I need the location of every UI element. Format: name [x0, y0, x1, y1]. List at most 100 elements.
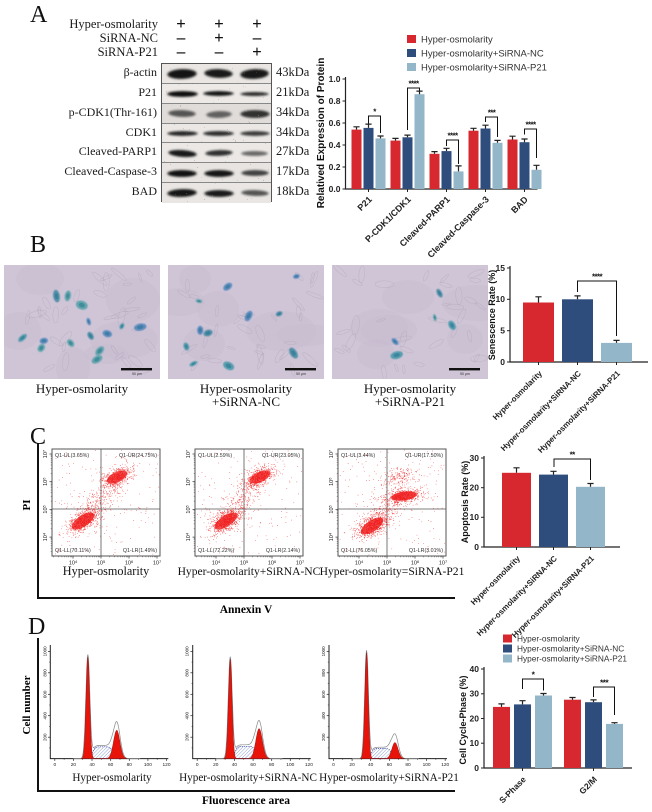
svg-text:Q1-UL(3.65%): Q1-UL(3.65%): [55, 453, 89, 459]
svg-text:Hyper-osmolarity: Hyper-osmolarity: [421, 35, 493, 46]
svg-text:200: 200: [185, 733, 190, 741]
svg-text:400: 400: [321, 711, 326, 719]
svg-text:800: 800: [185, 669, 190, 677]
svg-text:Hyper-osmolarity: Hyper-osmolarity: [63, 564, 150, 578]
svg-text:****: ****: [592, 273, 604, 282]
svg-text:106: 106: [42, 477, 50, 486]
svg-text:Senescence Rate (%): Senescence Rate (%): [487, 270, 497, 361]
svg-text:1.0: 1.0: [329, 74, 341, 84]
svg-text:Hyper-osmolarity+SiRNA-NC: Hyper-osmolarity+SiRNA-NC: [178, 565, 321, 578]
svg-text:105: 105: [185, 504, 193, 513]
svg-text:0: 0: [500, 357, 505, 367]
svg-text:80: 80: [127, 762, 133, 768]
svg-text:****: ****: [525, 121, 537, 130]
svg-text:100: 100: [286, 762, 294, 768]
svg-text:Q1-UR(17.50%): Q1-UR(17.50%): [405, 453, 443, 459]
svg-text:20: 20: [470, 713, 480, 723]
svg-text:107: 107: [42, 449, 50, 458]
svg-text:600: 600: [185, 690, 190, 698]
svg-text:120: 120: [441, 762, 449, 768]
svg-text:Q1-UR(23.05%): Q1-UR(23.05%): [262, 453, 300, 459]
svg-text:Q1-LL(76.05%): Q1-LL(76.05%): [341, 548, 377, 554]
svg-text:0.6: 0.6: [329, 118, 341, 128]
svg-text:0.2: 0.2: [329, 162, 341, 172]
svg-text:Hyper-osmolarity+SiRNA-P21: Hyper-osmolarity+SiRNA-P21: [319, 772, 459, 784]
svg-text:0: 0: [332, 762, 335, 768]
svg-text:30: 30: [470, 453, 480, 463]
svg-text:106: 106: [268, 559, 277, 567]
svg-text:106: 106: [328, 477, 336, 486]
svg-text:40: 40: [232, 762, 238, 768]
svg-text:5: 5: [500, 326, 505, 336]
svg-text:***: ***: [488, 109, 497, 118]
svg-text:Q1-UR(24.75%): Q1-UR(24.75%): [119, 453, 157, 459]
svg-text:Fluorescence area: Fluorescence area: [202, 795, 290, 807]
svg-text:20: 20: [349, 762, 355, 768]
svg-text:104: 104: [69, 559, 78, 567]
svg-text:120: 120: [305, 762, 313, 768]
svg-text:Hyper-osmolarity+SiRNA-P21: Hyper-osmolarity+SiRNA-P21: [421, 63, 547, 74]
svg-text:104: 104: [42, 532, 50, 541]
svg-text:400: 400: [42, 711, 47, 719]
svg-text:Hyper-osmolarity+SiRNA-NC: Hyper-osmolarity+SiRNA-NC: [179, 772, 317, 784]
svg-text:Annexin V: Annexin V: [220, 604, 273, 616]
svg-text:15: 15: [496, 263, 506, 273]
svg-text:30: 30: [470, 689, 480, 699]
svg-text:Cell number: Cell number: [21, 675, 33, 734]
svg-text:120: 120: [162, 762, 170, 768]
svg-text:Q1-UL(3.44%): Q1-UL(3.44%): [341, 453, 375, 459]
svg-text:Hyper-osmolarity+SiRNA-P21: Hyper-osmolarity+SiRNA-P21: [517, 654, 627, 664]
svg-text:0.8: 0.8: [329, 96, 341, 106]
svg-text:0: 0: [474, 763, 479, 773]
svg-text:40: 40: [368, 762, 374, 768]
svg-text:Hyper-osmolarity: Hyper-osmolarity: [72, 772, 152, 784]
svg-text:60: 60: [387, 762, 393, 768]
svg-text:104: 104: [212, 559, 221, 567]
svg-text:107: 107: [296, 559, 305, 567]
svg-text:50 μm: 50 μm: [296, 372, 306, 376]
svg-text:800: 800: [42, 669, 47, 677]
svg-text:600: 600: [42, 690, 47, 698]
svg-text:200: 200: [321, 733, 326, 741]
svg-text:106: 106: [125, 559, 134, 567]
svg-text:10: 10: [470, 512, 480, 522]
svg-text:0.4: 0.4: [329, 140, 341, 150]
svg-text:Hyper-osmolarity=SiRNA-P21: Hyper-osmolarity=SiRNA-P21: [320, 565, 465, 578]
svg-text:***: ***: [600, 678, 609, 688]
svg-text:60: 60: [250, 762, 256, 768]
svg-text:Relatived Expression of Protei: Relatived Expression of Protein: [316, 58, 327, 209]
svg-text:BAD: BAD: [509, 194, 530, 215]
svg-text:Q1-LL(70.11%): Q1-LL(70.11%): [55, 548, 91, 554]
svg-text:Q1-LR(2.14%): Q1-LR(2.14%): [266, 548, 300, 554]
svg-text:107: 107: [439, 559, 448, 567]
svg-text:G2/M: G2/M: [577, 774, 599, 796]
svg-text:Q1-LR(3.01%): Q1-LR(3.01%): [409, 548, 443, 554]
svg-text:104: 104: [355, 559, 364, 567]
svg-text:400: 400: [185, 711, 190, 719]
svg-text:20: 20: [470, 483, 480, 493]
svg-text:600: 600: [321, 690, 326, 698]
svg-text:Q1-UL(2.59%): Q1-UL(2.59%): [198, 453, 232, 459]
svg-text:Apoptosis Rate (%): Apoptosis Rate (%): [460, 461, 470, 544]
svg-text:40: 40: [89, 762, 95, 768]
svg-text:105: 105: [42, 504, 50, 513]
svg-text:50 μm: 50 μm: [132, 372, 142, 376]
svg-text:Hyper-osmolarity+SiRNA-NC: Hyper-osmolarity+SiRNA-NC: [517, 644, 624, 654]
svg-text:P21: P21: [356, 194, 374, 212]
svg-text:105: 105: [383, 559, 392, 567]
svg-text:100: 100: [423, 762, 431, 768]
svg-text:*: *: [373, 108, 377, 117]
svg-text:105: 105: [97, 559, 106, 567]
svg-text:104: 104: [328, 532, 336, 541]
svg-text:20: 20: [71, 762, 77, 768]
svg-text:S-Phase: S-Phase: [497, 774, 528, 805]
svg-text:105: 105: [328, 504, 336, 513]
svg-text:****: ****: [408, 80, 420, 89]
svg-text:0: 0: [196, 762, 199, 768]
svg-text:200: 200: [42, 733, 47, 741]
svg-text:0.0: 0.0: [329, 184, 341, 194]
svg-text:Hyper-osmolarity: Hyper-osmolarity: [517, 634, 581, 644]
svg-text:**: **: [570, 451, 577, 460]
svg-text:1000: 1000: [185, 646, 190, 657]
svg-text:Q1-LR(1.49%): Q1-LR(1.49%): [123, 548, 157, 554]
